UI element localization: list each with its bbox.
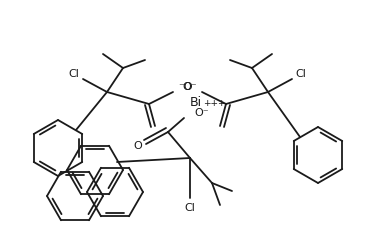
Text: ⁻O: ⁻O xyxy=(178,82,193,92)
Text: Cl: Cl xyxy=(296,69,306,79)
Text: +++: +++ xyxy=(203,99,225,108)
Text: O: O xyxy=(134,141,142,151)
Text: Cl: Cl xyxy=(184,203,195,213)
Text: Cl: Cl xyxy=(69,69,80,79)
Text: O⁻: O⁻ xyxy=(194,108,208,118)
Text: Bi: Bi xyxy=(190,95,202,108)
Text: O⁻: O⁻ xyxy=(182,82,196,92)
